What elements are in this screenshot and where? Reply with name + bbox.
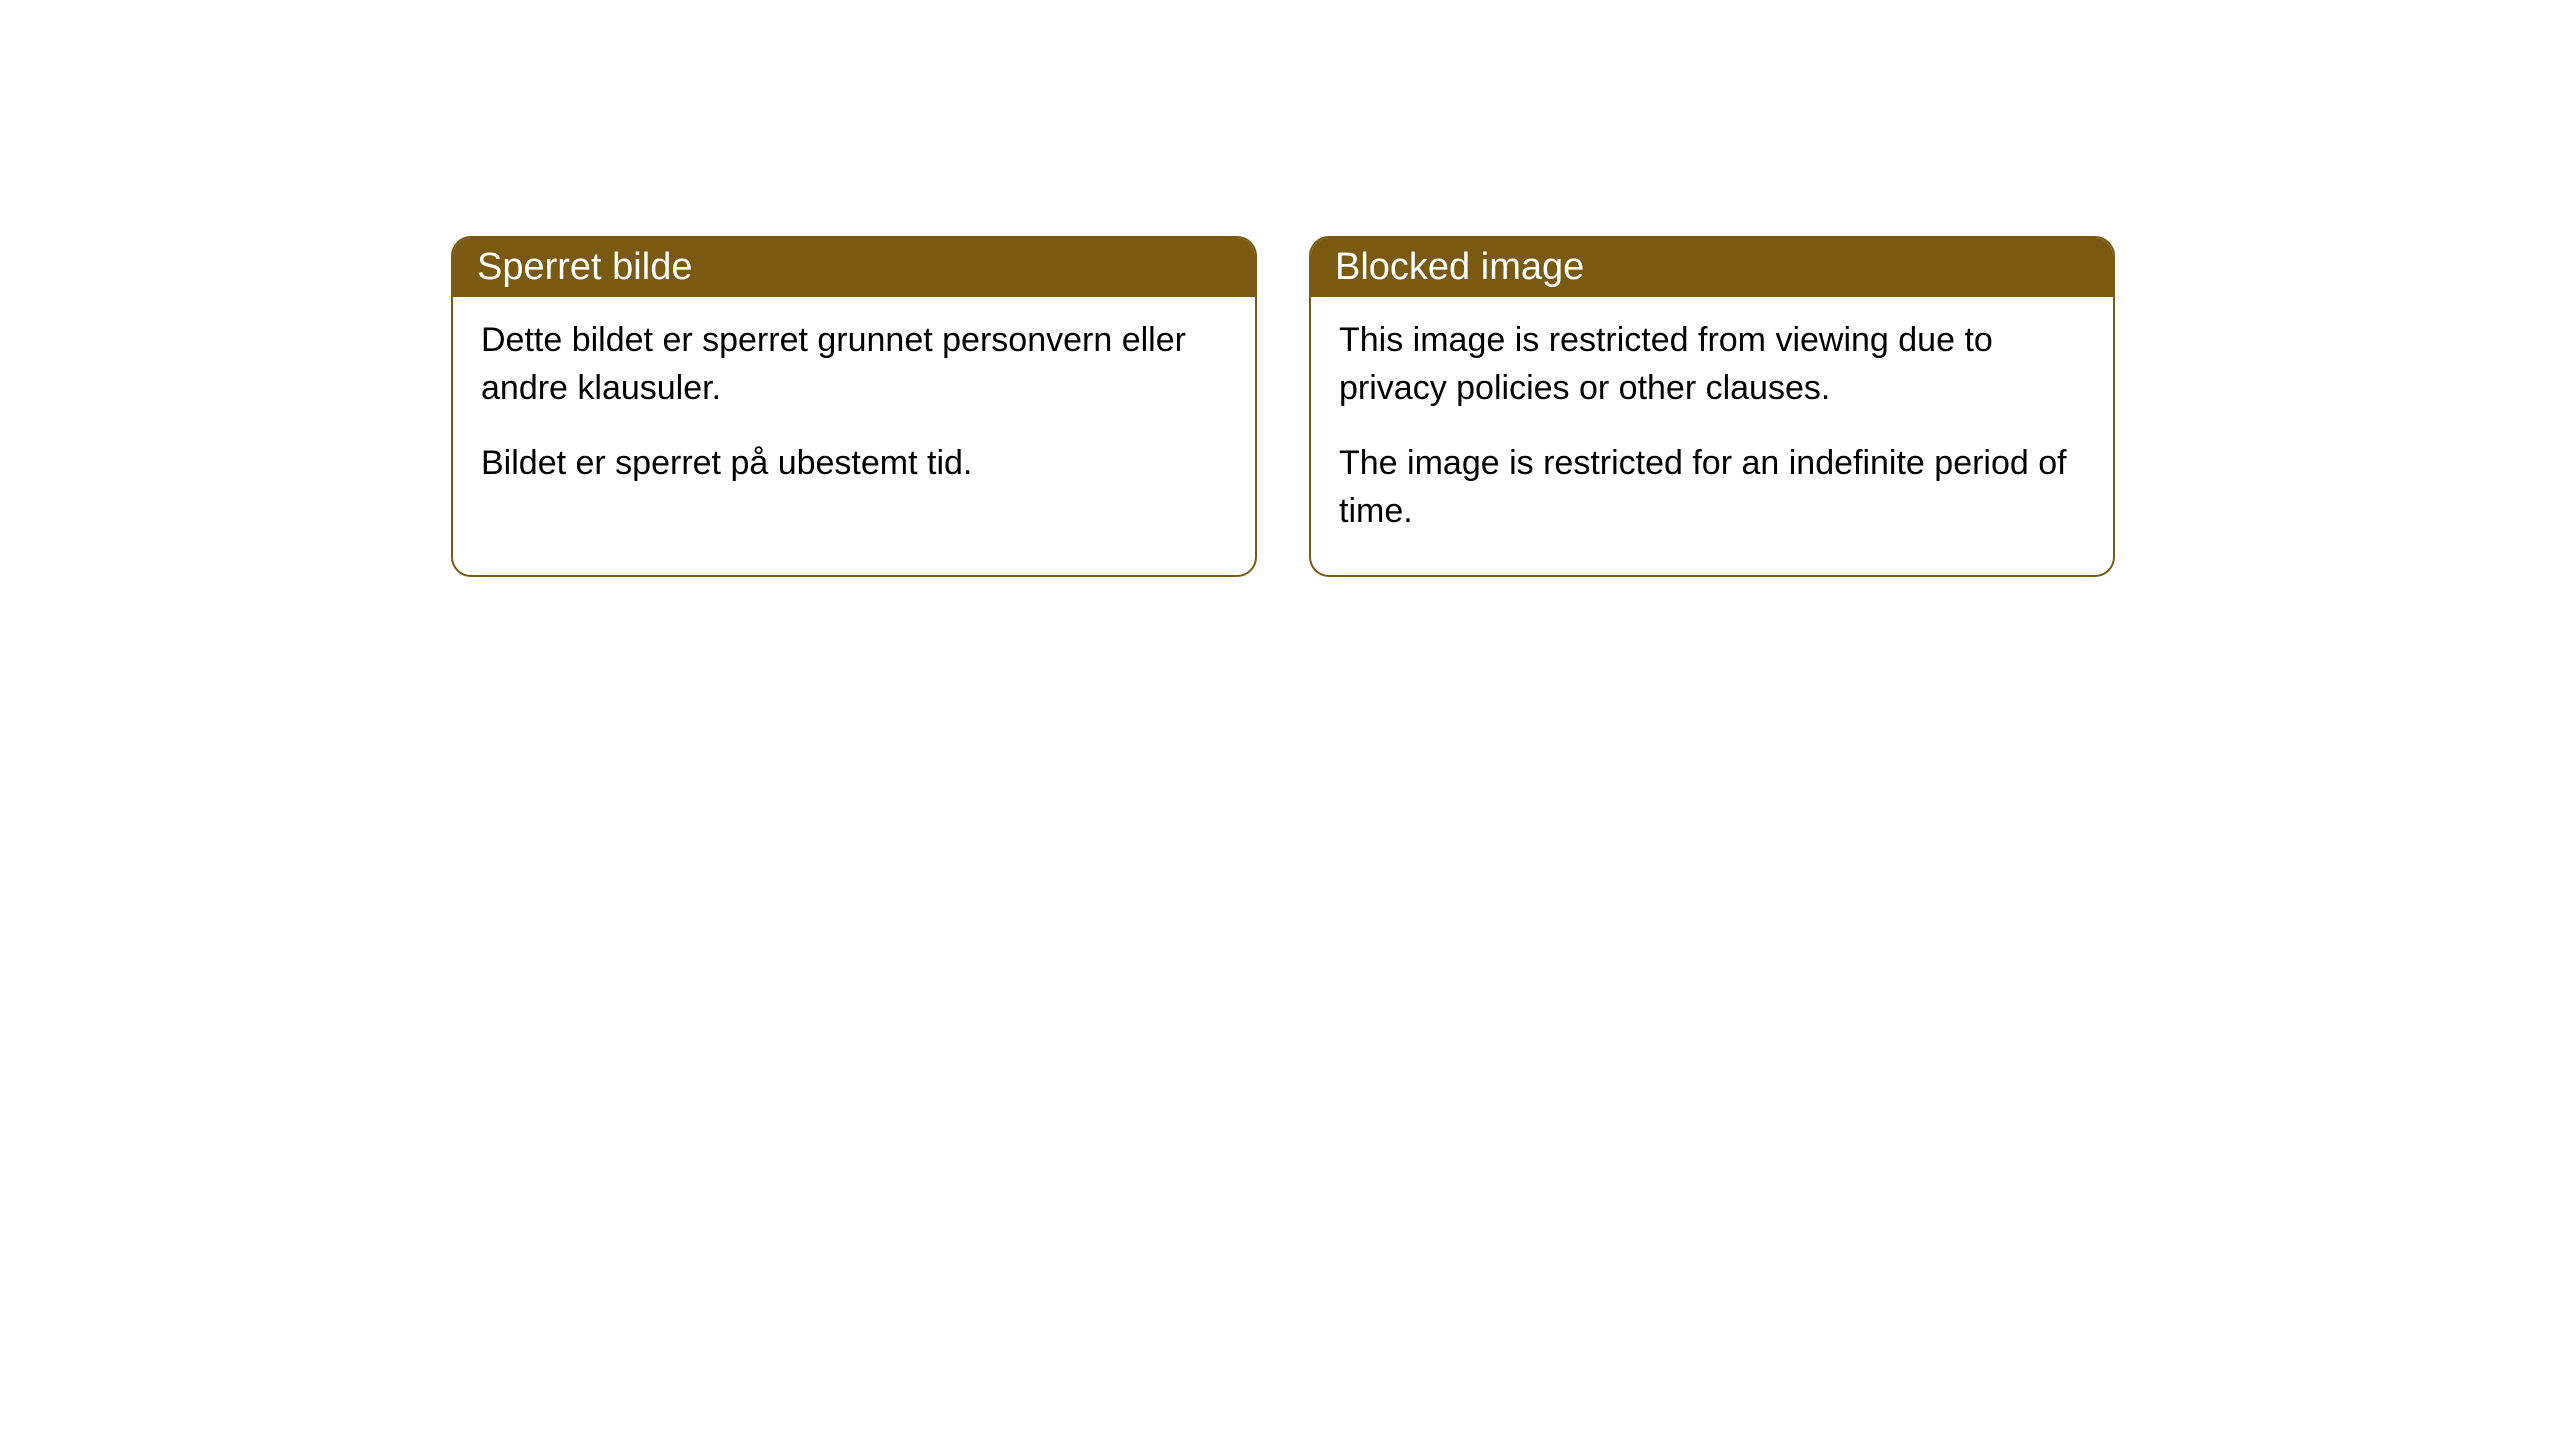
paragraph-1-english: This image is restricted from viewing du…: [1339, 317, 2085, 412]
paragraph-2-english: The image is restricted for an indefinit…: [1339, 440, 2085, 535]
card-body-english: This image is restricted from viewing du…: [1311, 297, 2113, 575]
card-norwegian: Sperret bilde Dette bildet er sperret gr…: [451, 236, 1257, 577]
card-header-english: Blocked image: [1311, 238, 2113, 297]
cards-container: Sperret bilde Dette bildet er sperret gr…: [451, 236, 2115, 577]
card-body-norwegian: Dette bildet er sperret grunnet personve…: [453, 297, 1255, 528]
card-header-norwegian: Sperret bilde: [453, 238, 1255, 297]
card-english: Blocked image This image is restricted f…: [1309, 236, 2115, 577]
paragraph-1-norwegian: Dette bildet er sperret grunnet personve…: [481, 317, 1227, 412]
paragraph-2-norwegian: Bildet er sperret på ubestemt tid.: [481, 440, 1227, 488]
card-title-norwegian: Sperret bilde: [477, 246, 692, 288]
card-title-english: Blocked image: [1335, 246, 1584, 288]
